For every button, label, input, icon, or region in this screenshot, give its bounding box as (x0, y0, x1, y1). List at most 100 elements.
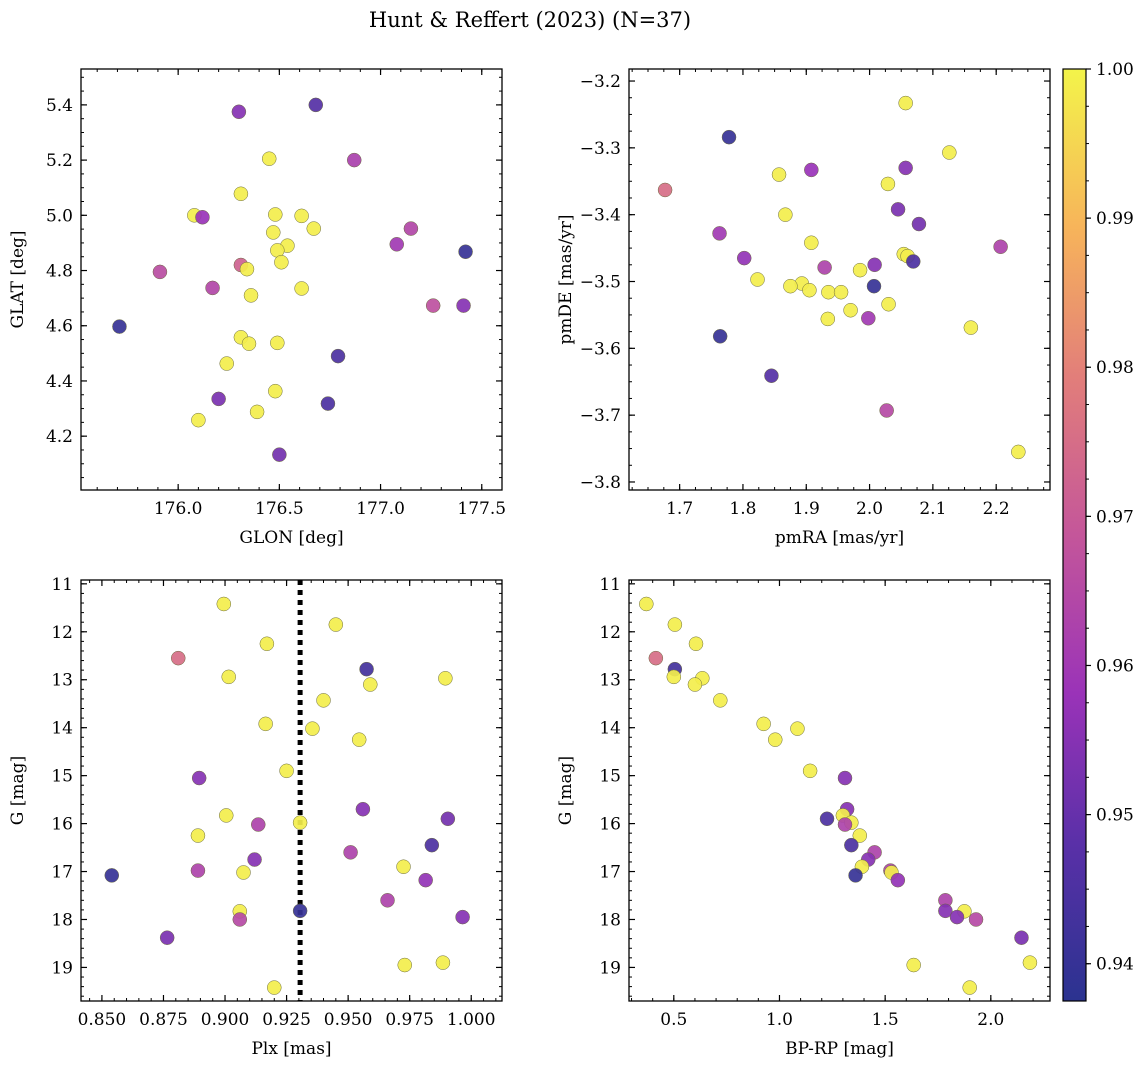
data-point (249, 404, 265, 420)
y-tick-label: 4.4 (46, 372, 73, 392)
data-point (239, 261, 255, 277)
data-point (267, 980, 282, 995)
y-axis-label: GLAT [deg] (8, 230, 28, 328)
data-point (266, 225, 281, 240)
data-point (802, 763, 818, 779)
x-axis-label: Plx [mas] (251, 1039, 331, 1059)
y-tick-label: −3.8 (580, 473, 621, 493)
y-tick-label: 19 (599, 958, 621, 978)
x-tick-label: 0.975 (385, 1010, 434, 1030)
y-tick-label: 5.4 (46, 96, 73, 116)
axes-frame (80, 68, 503, 491)
x-tick-label: 1.8 (729, 499, 756, 519)
data-point (320, 396, 336, 411)
colorbar-tick-label: 0.96 (1096, 656, 1134, 676)
colorbar-tick-label: 0.98 (1096, 358, 1134, 378)
data-point (949, 909, 965, 925)
data-point (205, 280, 220, 296)
y-tick-label: −3.5 (580, 273, 621, 293)
data-point (343, 845, 358, 860)
data-point (221, 669, 236, 685)
x-tick-label: 1.000 (447, 1010, 496, 1030)
y-tick-label: 4.6 (46, 317, 73, 337)
colorbar-tick-label: 1.00 (1096, 60, 1134, 80)
y-tick-label: 12 (51, 623, 73, 643)
y-tick-label: −3.6 (580, 339, 621, 359)
y-axis-label: G [mag] (8, 756, 28, 825)
data-point (736, 250, 752, 266)
y-tick-label: 5.2 (46, 151, 73, 171)
panel-pm: 1.7 1.8 1.9 2.0 2.1 2.2 −3.8 −3.7 −3.6 −3.5 −3.4 −3… (556, 68, 1051, 548)
data-point (243, 288, 259, 303)
data-point (837, 770, 853, 786)
y-tick-label: 15 (599, 767, 621, 787)
colorbar-tick-label: 0.95 (1096, 806, 1134, 826)
data-point (817, 260, 832, 275)
data-point (771, 167, 787, 182)
data-point (191, 412, 206, 428)
data-point (1022, 955, 1038, 970)
data-point (191, 770, 207, 786)
y-tick-label: 19 (51, 958, 73, 978)
y-tick-label: −3.7 (580, 406, 621, 426)
data-point (819, 811, 835, 827)
data-point (389, 237, 404, 252)
data-point (294, 281, 309, 296)
data-point (351, 732, 367, 747)
data-point (721, 129, 737, 145)
y-tick-label: 4.2 (46, 427, 73, 447)
axes-frame (628, 68, 1051, 491)
data-point (247, 852, 262, 867)
figure-title: Hunt & Reffert (2023) (N=37) (369, 8, 691, 32)
data-point (170, 650, 186, 666)
data-point (866, 278, 882, 294)
data-point (750, 272, 765, 287)
y-tick-label: 14 (51, 719, 73, 739)
data-point (911, 216, 927, 232)
x-tick-label: 0.875 (139, 1010, 188, 1030)
data-point (359, 661, 374, 677)
data-point (666, 669, 682, 685)
data-point (259, 636, 275, 652)
data-point (867, 257, 882, 273)
data-point (1014, 930, 1029, 945)
data-point (330, 348, 346, 364)
data-point (852, 828, 868, 843)
data-point (232, 912, 248, 927)
data-point (667, 617, 683, 632)
data-point (962, 980, 977, 995)
x-tick-label: 1.5 (872, 1010, 899, 1030)
y-tick-label: 16 (599, 815, 621, 835)
y-tick-label: −3.4 (580, 206, 621, 226)
y-tick-label: 11 (51, 575, 73, 595)
data-point (639, 596, 654, 612)
data-point (251, 817, 266, 832)
data-point (190, 863, 206, 878)
y-tick-label: 16 (51, 815, 73, 835)
colorbar-tick-label: 0.99 (1096, 209, 1134, 229)
data-point (316, 693, 331, 708)
y-tick-label: 13 (51, 671, 73, 691)
data-point (804, 162, 819, 178)
data-point (424, 837, 440, 853)
y-tick-label: 17 (599, 863, 621, 883)
data-point (305, 721, 320, 736)
data-point (195, 209, 210, 225)
data-point (355, 801, 371, 817)
data-point (993, 239, 1008, 255)
data-point (328, 617, 344, 632)
data-point (790, 721, 805, 736)
y-axis-label: pmDE [mas/yr] (556, 214, 576, 344)
y-tick-label: 12 (599, 623, 621, 643)
data-point (190, 828, 206, 843)
data-point (821, 284, 836, 300)
x-tick-label: 0.925 (262, 1010, 311, 1030)
y-tick-label: 18 (51, 910, 73, 930)
axes-frame (628, 579, 1051, 1002)
data-point (219, 808, 234, 823)
colorbar-tick-label: 0.97 (1096, 507, 1134, 527)
data-point (211, 391, 226, 407)
x-tick-label: 176.0 (154, 499, 203, 519)
data-point (396, 859, 411, 874)
data-point (848, 868, 863, 883)
